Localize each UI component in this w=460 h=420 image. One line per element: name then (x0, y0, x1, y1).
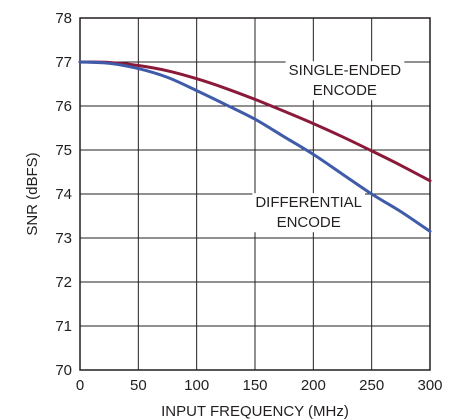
x-tick-label: 250 (359, 377, 384, 394)
y-tick-label: 73 (55, 230, 72, 247)
annotation-1: DIFFERENTIAL ENCODE (252, 193, 366, 233)
y-tick-label: 75 (55, 142, 72, 159)
annotation-line: DIFFERENTIAL (255, 194, 362, 211)
y-tick-label: 70 (55, 362, 72, 379)
x-tick-label: 150 (242, 377, 267, 394)
y-tick-label: 72 (55, 274, 72, 291)
x-axis-label: INPUT FREQUENCY (MHz) (161, 403, 349, 420)
series-line-0 (78, 60, 432, 183)
x-tick-label: 0 (76, 377, 84, 394)
x-tick-label: 200 (301, 377, 326, 394)
x-tick-label: 100 (184, 377, 209, 394)
y-tick-label: 74 (55, 186, 72, 203)
annotation-0: SINGLE-ENDED ENCODE (285, 61, 405, 101)
y-tick-label: 77 (55, 54, 72, 71)
x-tick-label: 50 (130, 377, 147, 394)
annotation-bg (252, 193, 366, 233)
annotations: SINGLE-ENDED ENCODE DIFFERENTIAL ENCODE (252, 61, 405, 233)
x-tick-label: 300 (417, 377, 442, 394)
plot-frame (79, 17, 431, 371)
series-line-1 (78, 60, 432, 233)
annotation-bg (285, 61, 405, 101)
series-lines (78, 60, 432, 233)
y-tick-label: 71 (55, 318, 72, 335)
annotation-line: SINGLE-ENDED (289, 62, 402, 79)
tick-labels: 0 50 100 150 200 250 300 70 71 72 73 74 75 76 77 78 (55, 10, 442, 394)
y-tick-label: 76 (55, 98, 72, 115)
y-tick-label: 78 (55, 10, 72, 27)
y-axis-label: SNR (dBFS) (24, 152, 41, 235)
annotation-line: ENCODE (313, 82, 377, 99)
annotation-line: ENCODE (277, 214, 341, 231)
